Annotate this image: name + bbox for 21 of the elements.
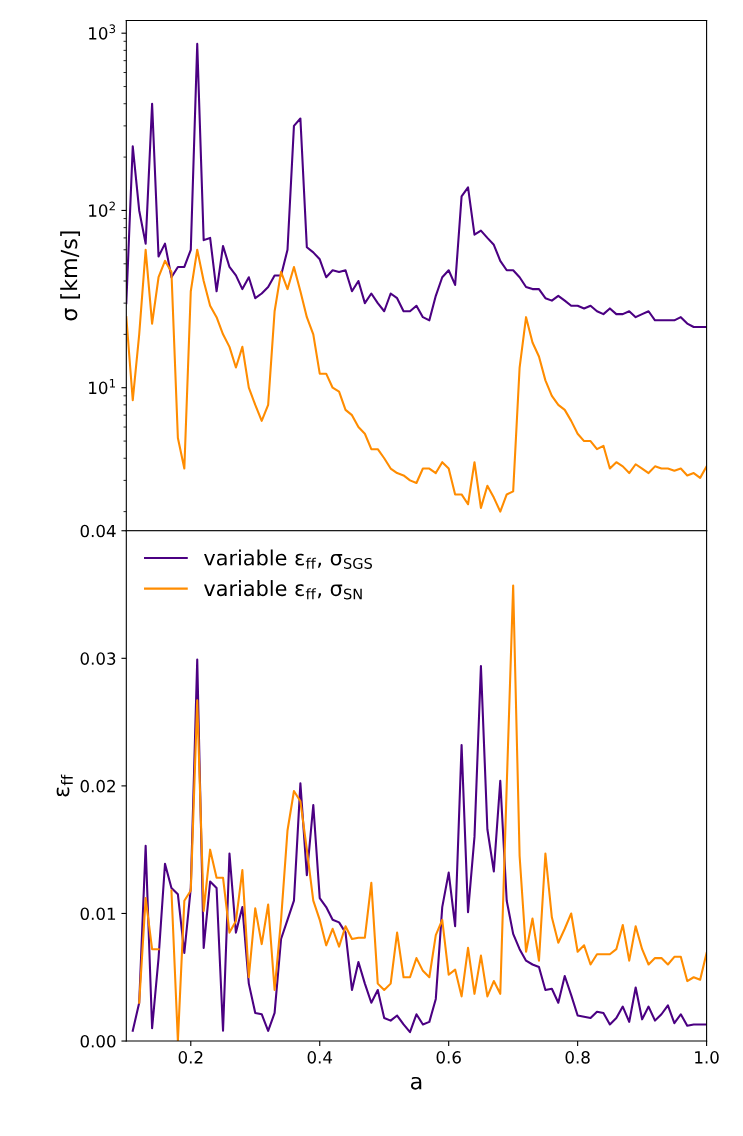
y-tick-label: 0.02	[80, 779, 115, 793]
y-tick-label: 10$^{3}$	[89, 24, 116, 40]
y-tick-label: 10$^{2}$	[89, 201, 115, 217]
y-tick-label: 0.04	[80, 524, 116, 538]
y-axis-title: ε$_{ff}$	[56, 774, 73, 797]
legend-label: variable ε$_{ff}$, σ$_{SN}$	[204, 580, 362, 600]
y-tick-label: 10$^{1}$	[89, 379, 115, 395]
x-tick-label: 1.0	[695, 1051, 719, 1064]
x-tick-label: 0.8	[565, 1051, 590, 1064]
x-axis-title: a	[410, 1076, 422, 1090]
x-tick-label: 0.4	[307, 1051, 333, 1064]
line-series	[126, 248, 707, 513]
x-tick-label: 0.2	[178, 1051, 203, 1064]
x-tick-label: 0.6	[436, 1051, 461, 1064]
y-tick-label: 0.00	[80, 1034, 116, 1048]
y-tick-label: 0.01	[80, 907, 116, 921]
line-series	[126, 42, 707, 329]
legend-label: variable ε$_{ff}$, σ$_{SGS}$	[204, 549, 373, 569]
y-axis-title: σ [km/s]	[60, 231, 81, 321]
line-series	[131, 658, 707, 1034]
y-tick-label: 0.03	[80, 652, 116, 665]
